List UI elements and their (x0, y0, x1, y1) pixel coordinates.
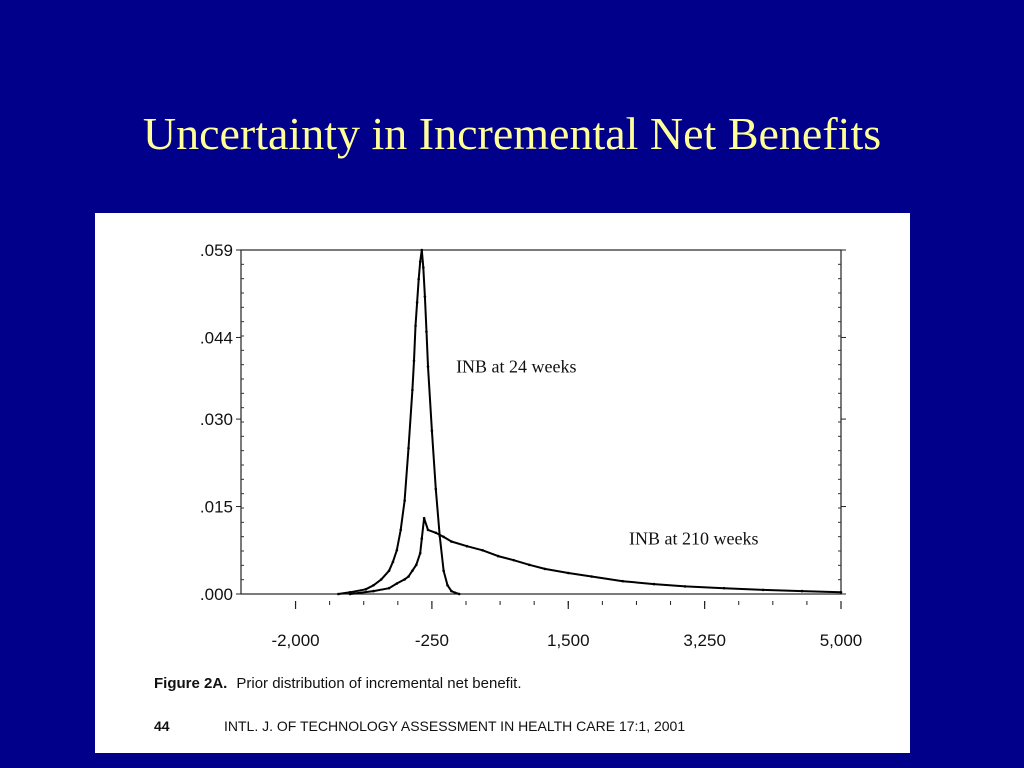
figure-caption-label: Figure 2A. (154, 675, 228, 692)
data-point (379, 578, 383, 581)
data-point (425, 330, 428, 333)
data-point (403, 578, 406, 581)
data-point (337, 592, 340, 596)
data-point (426, 528, 430, 532)
data-point (411, 388, 414, 392)
data-point (800, 589, 804, 593)
data-point (453, 591, 457, 595)
y-tick-label: .059 (200, 241, 233, 260)
data-point (434, 487, 438, 491)
data-point (418, 551, 422, 555)
data-point (434, 531, 438, 535)
slide-title: Uncertainty in Incremental Net Benefits (142, 108, 882, 159)
y-tick-label: .000 (200, 585, 233, 604)
data-point (621, 579, 625, 583)
data-point (395, 582, 399, 585)
data-point (422, 266, 425, 269)
x-tick-label: 1,500 (547, 631, 590, 650)
data-point (372, 583, 375, 587)
data-point (395, 548, 399, 552)
data-point (403, 499, 406, 503)
y-tick-label: .015 (200, 498, 233, 517)
x-tick-label: 3,250 (683, 631, 726, 650)
figure-caption-text: Prior distribution of incremental net be… (236, 675, 522, 692)
series-line-1 (338, 249, 460, 595)
data-point (528, 563, 531, 567)
chart-svg: .000 .015 .030 .044 .059 -2,000 -250 1,500 3,250… (200, 241, 863, 650)
data-point (420, 537, 424, 540)
data-point (590, 575, 593, 578)
data-point (417, 277, 420, 281)
data-point (423, 295, 427, 298)
data-point (442, 569, 445, 572)
series-annotation: INB at 210 weeks (629, 528, 758, 548)
data-point (761, 588, 765, 592)
data-point (512, 558, 516, 562)
data-point (566, 571, 570, 575)
data-point (422, 516, 426, 520)
data-point (442, 535, 445, 539)
data-point (457, 592, 461, 596)
x-tick-label: -2,000 (271, 631, 319, 650)
figure-caption: Figure 2A. Prior distribution of incremen… (154, 675, 522, 692)
data-point (652, 582, 656, 586)
x-tick-label: 5,000 (820, 631, 863, 650)
series-annotation: INB at 24 weeks (456, 356, 576, 376)
data-point (372, 589, 375, 593)
data-point (430, 429, 434, 433)
data-point (420, 248, 424, 252)
citation-text: INTL. J. OF TECHNOLOGY ASSESSMENT IN HEA… (224, 718, 686, 734)
y-tick-label: .030 (200, 410, 233, 429)
page-number: 44 (154, 718, 170, 734)
data-point (407, 446, 410, 450)
x-tick-label: -250 (415, 631, 449, 650)
data-point (387, 586, 391, 590)
series-line-2 (349, 517, 842, 595)
data-point (446, 583, 449, 587)
data-point (496, 554, 500, 558)
data-point (407, 575, 410, 578)
data-point (415, 301, 419, 304)
data-point (415, 563, 418, 567)
figure-citation: 44 INTL. J. OF TECHNOLOGY ASSESSMENT IN H… (154, 718, 685, 734)
data-point (465, 544, 469, 548)
data-point (722, 586, 726, 590)
data-point (348, 592, 352, 596)
data-point (426, 365, 430, 368)
data-point (450, 589, 453, 593)
data-point (412, 359, 416, 363)
data-point (364, 588, 367, 591)
data-point (683, 585, 687, 588)
data-point (543, 567, 547, 571)
data-point (418, 260, 422, 263)
data-point (481, 548, 484, 552)
data-point (391, 560, 395, 564)
data-point (411, 569, 414, 572)
data-point (450, 540, 453, 543)
data-point (387, 569, 391, 572)
y-tick-label: .044 (200, 328, 233, 347)
data-point (399, 528, 403, 532)
figure-panel: .000 .015 .030 .044 .059 -2,000 -250 1,500 3,250… (95, 213, 910, 753)
data-point (839, 590, 843, 594)
data-point (414, 324, 417, 328)
